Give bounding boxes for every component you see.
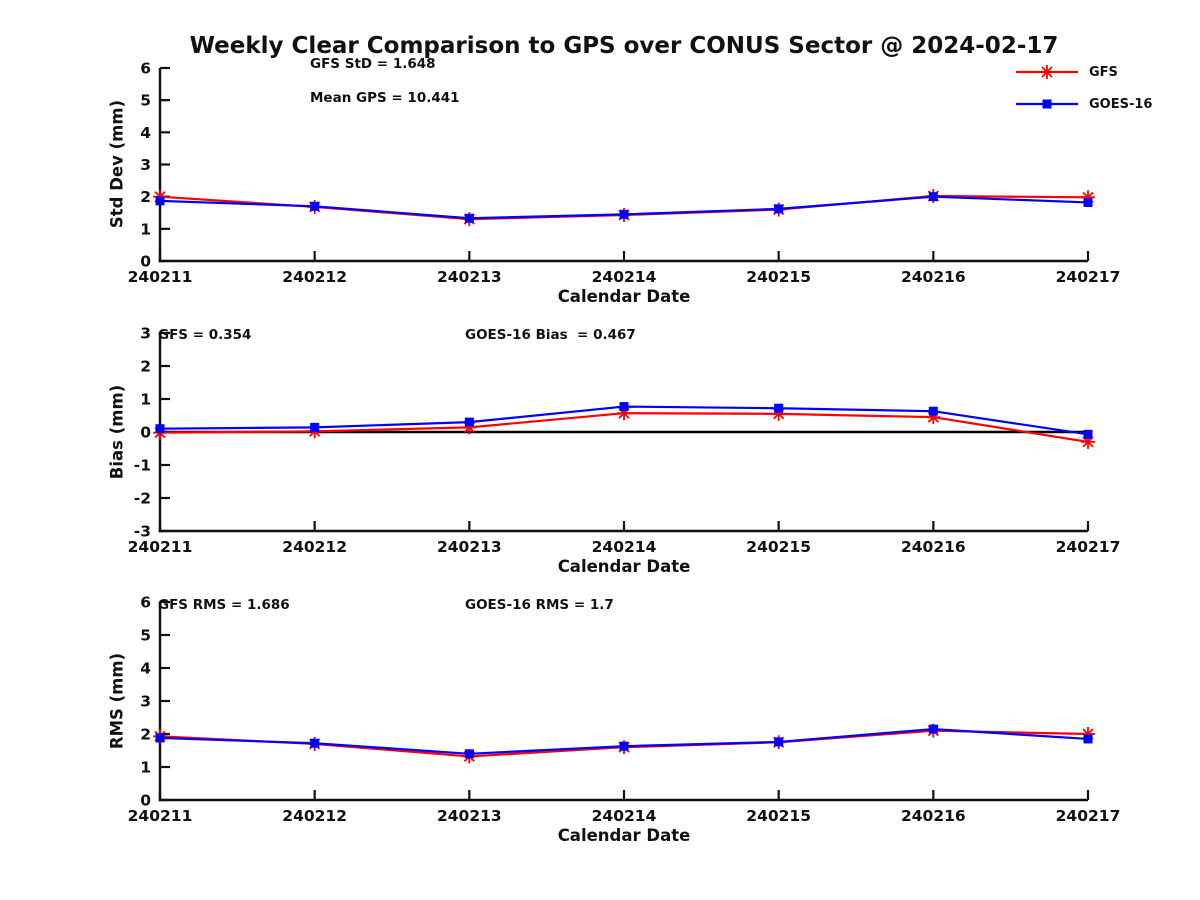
legend-item-goes16: GOES-16 (1014, 96, 1152, 112)
subplot-1: -3 -2 -1 0 1 2 3 240211 240212 240213 240214 240215… (128, 325, 1121, 557)
svg-text:3: 3 (140, 156, 151, 174)
subplot-2: 0 1 2 3 4 5 6 240211 240212 240213 240214 240215 240… (128, 594, 1121, 826)
svg-text:240216: 240216 (901, 538, 966, 556)
subplot-1-series-GOES-16 (155, 402, 1093, 439)
svg-text:240214: 240214 (592, 268, 657, 286)
svg-text:-3: -3 (134, 523, 151, 541)
svg-text:240216: 240216 (901, 807, 966, 825)
svg-text:240217: 240217 (1056, 807, 1121, 825)
svg-text:240211: 240211 (128, 268, 193, 286)
legend-item-gfs: GFS (1014, 64, 1152, 80)
svg-text:240217: 240217 (1056, 268, 1121, 286)
svg-text:0: 0 (140, 792, 151, 810)
svg-text:240214: 240214 (592, 538, 657, 556)
svg-text:0: 0 (140, 253, 151, 271)
rms-x-axis-label: Calendar Date (557, 826, 691, 845)
svg-text:5: 5 (140, 627, 151, 645)
svg-text:240215: 240215 (746, 807, 811, 825)
svg-text:6: 6 (140, 594, 151, 612)
svg-text:6: 6 (140, 60, 151, 78)
svg-text:240215: 240215 (746, 268, 811, 286)
legend-label-goes16: GOES-16 (1089, 96, 1153, 112)
bias-gfs-annotation: GFS = 0.354 (158, 327, 252, 343)
svg-text:5: 5 (140, 92, 151, 110)
subplot-0: 0 1 2 3 4 5 6 240211 240212 240213 240214 240215 240… (128, 60, 1121, 287)
svg-text:1: 1 (140, 391, 151, 409)
svg-text:240211: 240211 (128, 807, 193, 825)
svg-text:240213: 240213 (437, 268, 502, 286)
stddev-gfs-annotation: GFS StD = 1.648 (310, 56, 436, 72)
svg-text:4: 4 (140, 124, 151, 142)
svg-text:240212: 240212 (282, 538, 347, 556)
svg-text:2: 2 (140, 358, 151, 376)
svg-text:1: 1 (140, 220, 151, 238)
rms-gfs-annotation: GFS RMS = 1.686 (158, 597, 290, 613)
legend-label-gfs: GFS (1089, 64, 1118, 80)
subplot-0-series-GFS (153, 189, 1095, 227)
svg-text:240213: 240213 (437, 538, 502, 556)
svg-text:4: 4 (140, 660, 151, 678)
svg-text:240213: 240213 (437, 807, 502, 825)
svg-text:-2: -2 (134, 490, 151, 508)
svg-text:240217: 240217 (1056, 538, 1121, 556)
svg-text:1: 1 (140, 759, 151, 777)
svg-text:240216: 240216 (901, 268, 966, 286)
legend: GFS GOES-16 (1014, 64, 1152, 128)
stddev-meangps-annotation: Mean GPS = 10.441 (310, 90, 460, 106)
goes16-line-marker-icon (1016, 99, 1078, 109)
bias-x-axis-label: Calendar Date (557, 557, 691, 576)
svg-text:240211: 240211 (128, 538, 193, 556)
svg-text:240212: 240212 (282, 268, 347, 286)
subplot-2-series-GOES-16 (155, 724, 1093, 759)
rms-goes16-annotation: GOES-16 RMS = 1.7 (465, 597, 614, 613)
subplot-0-series-GOES-16 (155, 192, 1093, 223)
svg-text:2: 2 (140, 188, 151, 206)
svg-text:3: 3 (140, 325, 151, 343)
svg-text:240214: 240214 (592, 807, 657, 825)
svg-text:240212: 240212 (282, 807, 347, 825)
svg-text:0: 0 (140, 424, 151, 442)
bias-goes16-annotation: GOES-16 Bias = 0.467 (465, 327, 636, 343)
figure-title: Weekly Clear Comparison to GPS over CONU… (189, 33, 1059, 59)
gfs-line-marker-icon (1016, 65, 1078, 79)
svg-text:240215: 240215 (746, 538, 811, 556)
svg-text:-1: -1 (134, 457, 151, 475)
svg-text:2: 2 (140, 726, 151, 744)
stddev-x-axis-label: Calendar Date (557, 287, 691, 306)
svg-text:3: 3 (140, 693, 151, 711)
